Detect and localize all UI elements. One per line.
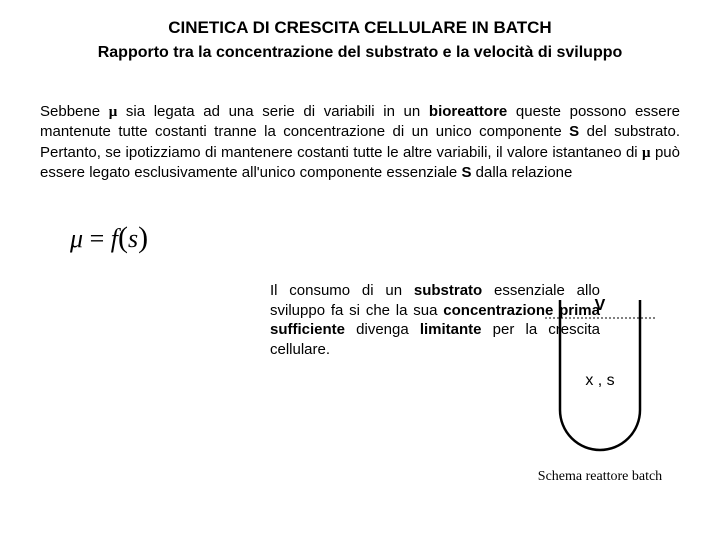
p2-text-c: divenga bbox=[345, 321, 420, 338]
formula: μ = f(s) bbox=[40, 221, 260, 255]
page-subtitle: Rapporto tra la concentrazione del subst… bbox=[40, 44, 680, 62]
limitante-bold: limitante bbox=[420, 321, 482, 338]
formula-paren-close: ) bbox=[138, 221, 148, 254]
reactor-diagram-container: V x , s Schema reattore batch bbox=[525, 290, 675, 485]
formula-column: μ = f(s) bbox=[40, 211, 260, 255]
s-bold-1: S bbox=[569, 123, 579, 140]
p2-text-a: Il consumo di un bbox=[270, 282, 414, 299]
formula-paren-open: ( bbox=[118, 221, 128, 254]
mu-symbol-2: μ bbox=[642, 145, 651, 161]
formula-equals: = bbox=[83, 224, 111, 253]
substrato-bold: substrato bbox=[414, 282, 482, 299]
bioreattore-bold: bioreattore bbox=[429, 103, 507, 120]
diagram-caption: Schema reattore batch bbox=[525, 469, 675, 485]
paragraph-1: Sebbene μ sia legata ad una serie di var… bbox=[40, 102, 680, 183]
label-v: V bbox=[595, 297, 606, 314]
formula-s: s bbox=[128, 224, 138, 253]
label-xs: x , s bbox=[585, 372, 614, 389]
p1-text-a: Sebbene bbox=[40, 103, 109, 120]
p1-text-b: sia legata ad una serie di variabili in … bbox=[117, 103, 429, 120]
reactor-diagram: V x , s bbox=[535, 290, 665, 460]
s-bold-2: S bbox=[461, 164, 471, 181]
formula-f: f bbox=[111, 224, 118, 253]
mu-symbol-1: μ bbox=[109, 104, 118, 120]
page-title: CINETICA DI CRESCITA CELLULARE IN BATCH bbox=[40, 18, 680, 38]
p1-text-f: dalla relazione bbox=[471, 164, 572, 181]
formula-mu: μ bbox=[70, 224, 83, 253]
